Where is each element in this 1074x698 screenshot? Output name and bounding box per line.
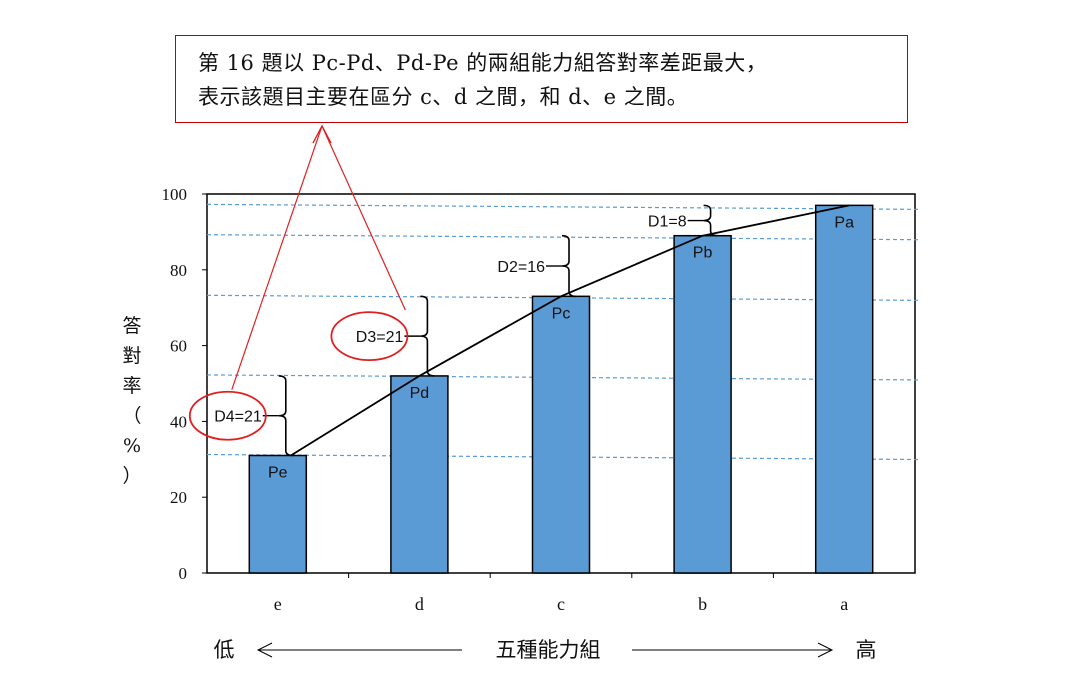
x-axis-label: 五種能力組 [496, 638, 601, 662]
x-low-label: 低 [214, 638, 235, 662]
x-category-label: a [840, 594, 848, 614]
bar-label: Pb [693, 245, 713, 262]
x-category-label: c [557, 594, 565, 614]
highlight-arrow-head [312, 124, 332, 144]
x-category-label: b [698, 594, 707, 614]
bar-label: Pe [268, 465, 288, 482]
y-axis-label-char: 率 [122, 375, 141, 397]
y-axis-label-char: 答 [122, 315, 141, 337]
difference-bracket [420, 295, 435, 377]
bar-c [531, 295, 591, 574]
x-category-label: d [415, 594, 424, 614]
annotation-callout-box: 第 16 題以 Pc-Pd、Pd-Pe 的兩組能力組答對率差距最大， 表示該題目… [175, 35, 908, 123]
highlight-arrow-line [231, 125, 323, 390]
bar-d [390, 375, 449, 574]
difference-label: D2=16 [497, 259, 545, 276]
difference-label: D3=21 [356, 329, 404, 346]
trend-line [290, 204, 850, 457]
bar-e [248, 454, 308, 574]
x-category-label: e [274, 594, 282, 614]
callout-line-2: 表示該題目主要在區分 c、d 之間，和 d、e 之間。 [198, 85, 689, 109]
y-tick-label: 20 [170, 488, 187, 507]
y-tick-label: 80 [170, 261, 187, 280]
reference-dashed-line [206, 203, 919, 210]
highlight-arrow-line [321, 125, 406, 311]
difference-label: D4=21 [214, 409, 262, 426]
y-tick-label: 60 [170, 337, 187, 356]
y-tick-label: 100 [162, 185, 188, 204]
y-axis-label-char: ） [122, 465, 141, 487]
y-tick-label: 0 [179, 564, 188, 583]
bar-label: Pc [552, 305, 571, 322]
y-axis-label-char: （ [122, 405, 141, 427]
y-axis-label-char: % [123, 435, 141, 457]
x-high-label: 高 [856, 638, 877, 662]
bar-b [673, 234, 732, 574]
highlight-circle [330, 311, 409, 362]
bar-label: Pa [834, 214, 854, 231]
x-arrow-left-head [256, 642, 273, 658]
x-arrow-right-head [817, 642, 834, 658]
difference-bracket [703, 204, 718, 237]
difference-bracket [561, 234, 577, 298]
bar-a [814, 204, 874, 574]
difference-label: D1=8 [648, 214, 687, 231]
bar-label: Pd [410, 385, 430, 402]
y-tick-label: 40 [170, 412, 187, 431]
callout-line-1: 第 16 題以 Pc-Pd、Pd-Pe 的兩組能力組答對率差距最大， [198, 51, 768, 75]
difference-bracket [278, 375, 293, 457]
y-axis-label-char: 對 [122, 345, 141, 367]
highlight-circle [188, 390, 267, 441]
